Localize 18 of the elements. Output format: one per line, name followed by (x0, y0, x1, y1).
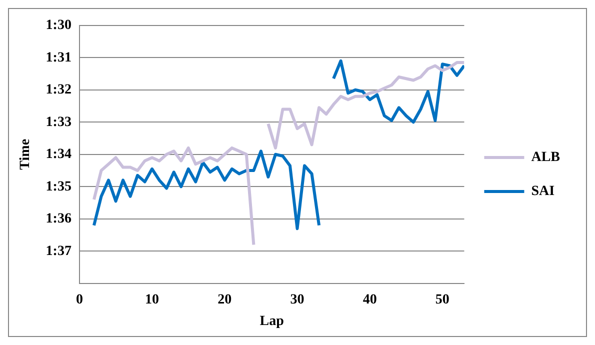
y-tick-label: 1:31 (46, 50, 72, 66)
legend-label: SAI (531, 184, 555, 200)
x-tick-label: 40 (362, 292, 377, 308)
y-tick-label: 1:30 (46, 18, 72, 34)
y-tick-label: 1:34 (46, 147, 72, 162)
y-tick-label: 1:32 (46, 82, 72, 98)
x-tick-label: 10 (145, 292, 160, 308)
y-tick-label: 1:37 (46, 244, 72, 259)
y-tick-label: 1:33 (46, 114, 72, 130)
x-tick-label: 50 (435, 292, 450, 308)
x-tick-label: 0 (76, 292, 83, 308)
y-axis-title: Time (18, 138, 34, 170)
legend-label: ALB (531, 150, 560, 166)
x-axis-title: Lap (260, 314, 284, 330)
y-tick-label: 1:36 (46, 212, 72, 227)
y-tick-label: 1:35 (46, 179, 72, 194)
x-tick-label: 20 (218, 292, 232, 308)
x-tick-label: 30 (290, 292, 304, 308)
